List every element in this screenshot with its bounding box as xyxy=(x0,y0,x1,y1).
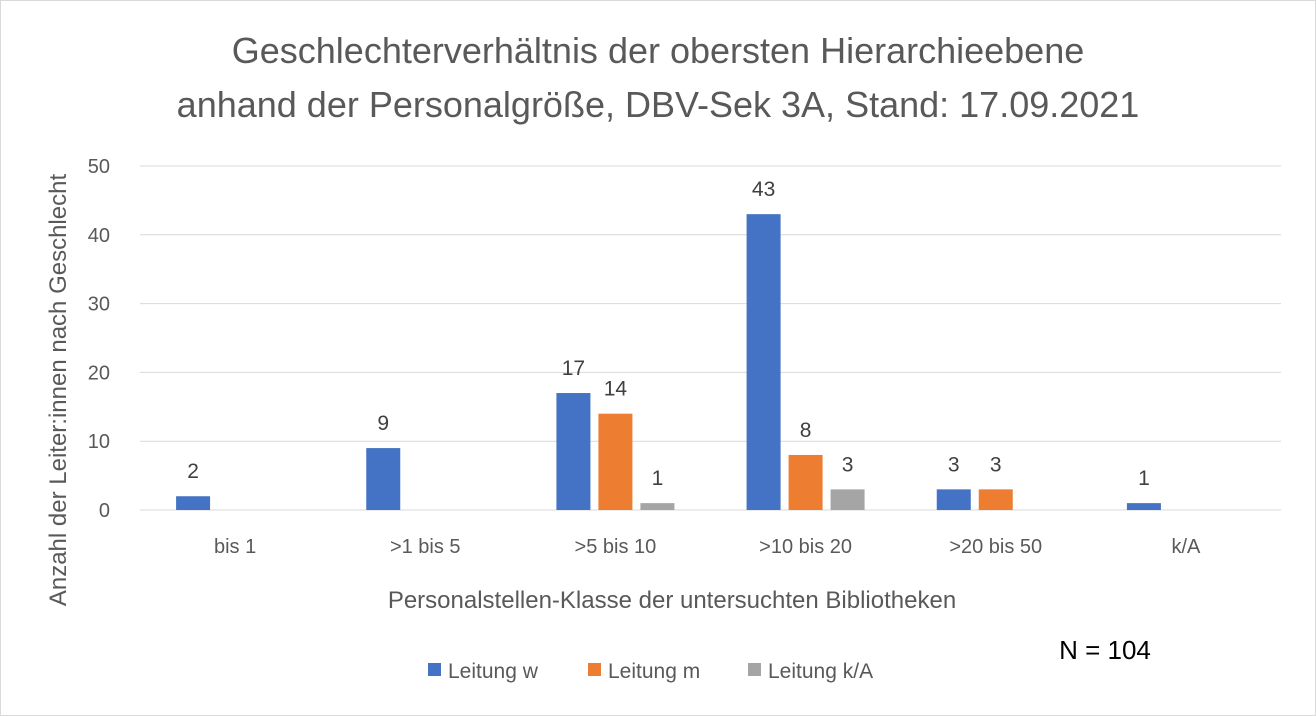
legend-item: Leitung w xyxy=(428,660,539,683)
bar xyxy=(746,214,781,510)
bars xyxy=(176,214,1161,510)
bar xyxy=(366,448,401,510)
x-tick-label: >1 bis 5 xyxy=(390,536,461,558)
legend-swatch xyxy=(748,663,761,676)
y-tick-label: 10 xyxy=(88,431,110,453)
x-tick-label: >20 bis 50 xyxy=(949,536,1042,558)
x-tick-label: >10 bis 20 xyxy=(759,536,852,558)
legend-label: Leitung w xyxy=(448,660,539,683)
data-label: 3 xyxy=(842,453,854,476)
data-label: 8 xyxy=(800,419,812,442)
legend: Leitung w Leitung m Leitung k/A xyxy=(428,660,873,683)
legend-label: Leitung m xyxy=(608,660,700,683)
y-tick-label: 20 xyxy=(88,362,110,384)
bar xyxy=(640,503,675,510)
y-tick-label: 0 xyxy=(99,500,110,522)
data-labels: 2 9 17 14 1 43 8 3 3 3 1 xyxy=(187,178,1150,490)
legend-item: Leitung k/A xyxy=(748,660,873,683)
data-label: 3 xyxy=(948,453,960,476)
bar xyxy=(788,454,823,510)
bar xyxy=(978,489,1013,510)
bar xyxy=(936,489,971,510)
data-label: 2 xyxy=(187,460,199,483)
y-tick-label: 50 xyxy=(88,156,110,178)
bar xyxy=(1126,503,1161,510)
y-tick-label: 40 xyxy=(88,225,110,247)
chart-title-line-2: anhand der Personalgröße, DBV-Sek 3A, St… xyxy=(176,84,1140,125)
legend-swatch xyxy=(588,663,601,676)
data-label: 3 xyxy=(990,453,1002,476)
x-axis-title: Personalstellen-Klasse der untersuchten … xyxy=(388,587,956,614)
y-axis-title: Anzahl der Leiter:innen nach Geschlecht xyxy=(45,174,72,607)
x-tick-label: bis 1 xyxy=(214,536,256,558)
data-label: 43 xyxy=(752,178,775,201)
gridlines xyxy=(140,165,1281,511)
x-tick-label: >5 bis 10 xyxy=(575,536,657,558)
chart-title-line-1: Geschlechterverhältnis der obersten Hier… xyxy=(231,30,1085,71)
data-label: 14 xyxy=(604,378,628,401)
data-label: 1 xyxy=(652,467,664,490)
chart-title: Geschlechterverhältnis der obersten Hier… xyxy=(0,24,1316,132)
x-axis-ticks: bis 1 >1 bis 5 >5 bis 10 >10 bis 20 >20 bis … xyxy=(214,536,1201,558)
bar xyxy=(830,489,865,510)
bar xyxy=(556,393,591,510)
data-label: 17 xyxy=(562,357,585,380)
legend-item: Leitung m xyxy=(588,660,700,683)
data-label: 1 xyxy=(1138,467,1150,490)
sample-size-note: N = 104 xyxy=(1059,635,1151,665)
bar xyxy=(598,413,633,510)
bar xyxy=(176,496,211,510)
legend-label: Leitung k/A xyxy=(768,660,873,683)
legend-swatch xyxy=(428,663,441,676)
x-tick-label: k/A xyxy=(1171,536,1201,558)
y-tick-label: 30 xyxy=(88,294,110,316)
data-label: 9 xyxy=(377,412,389,435)
y-axis-ticks: 0 10 20 30 40 50 xyxy=(88,156,110,522)
